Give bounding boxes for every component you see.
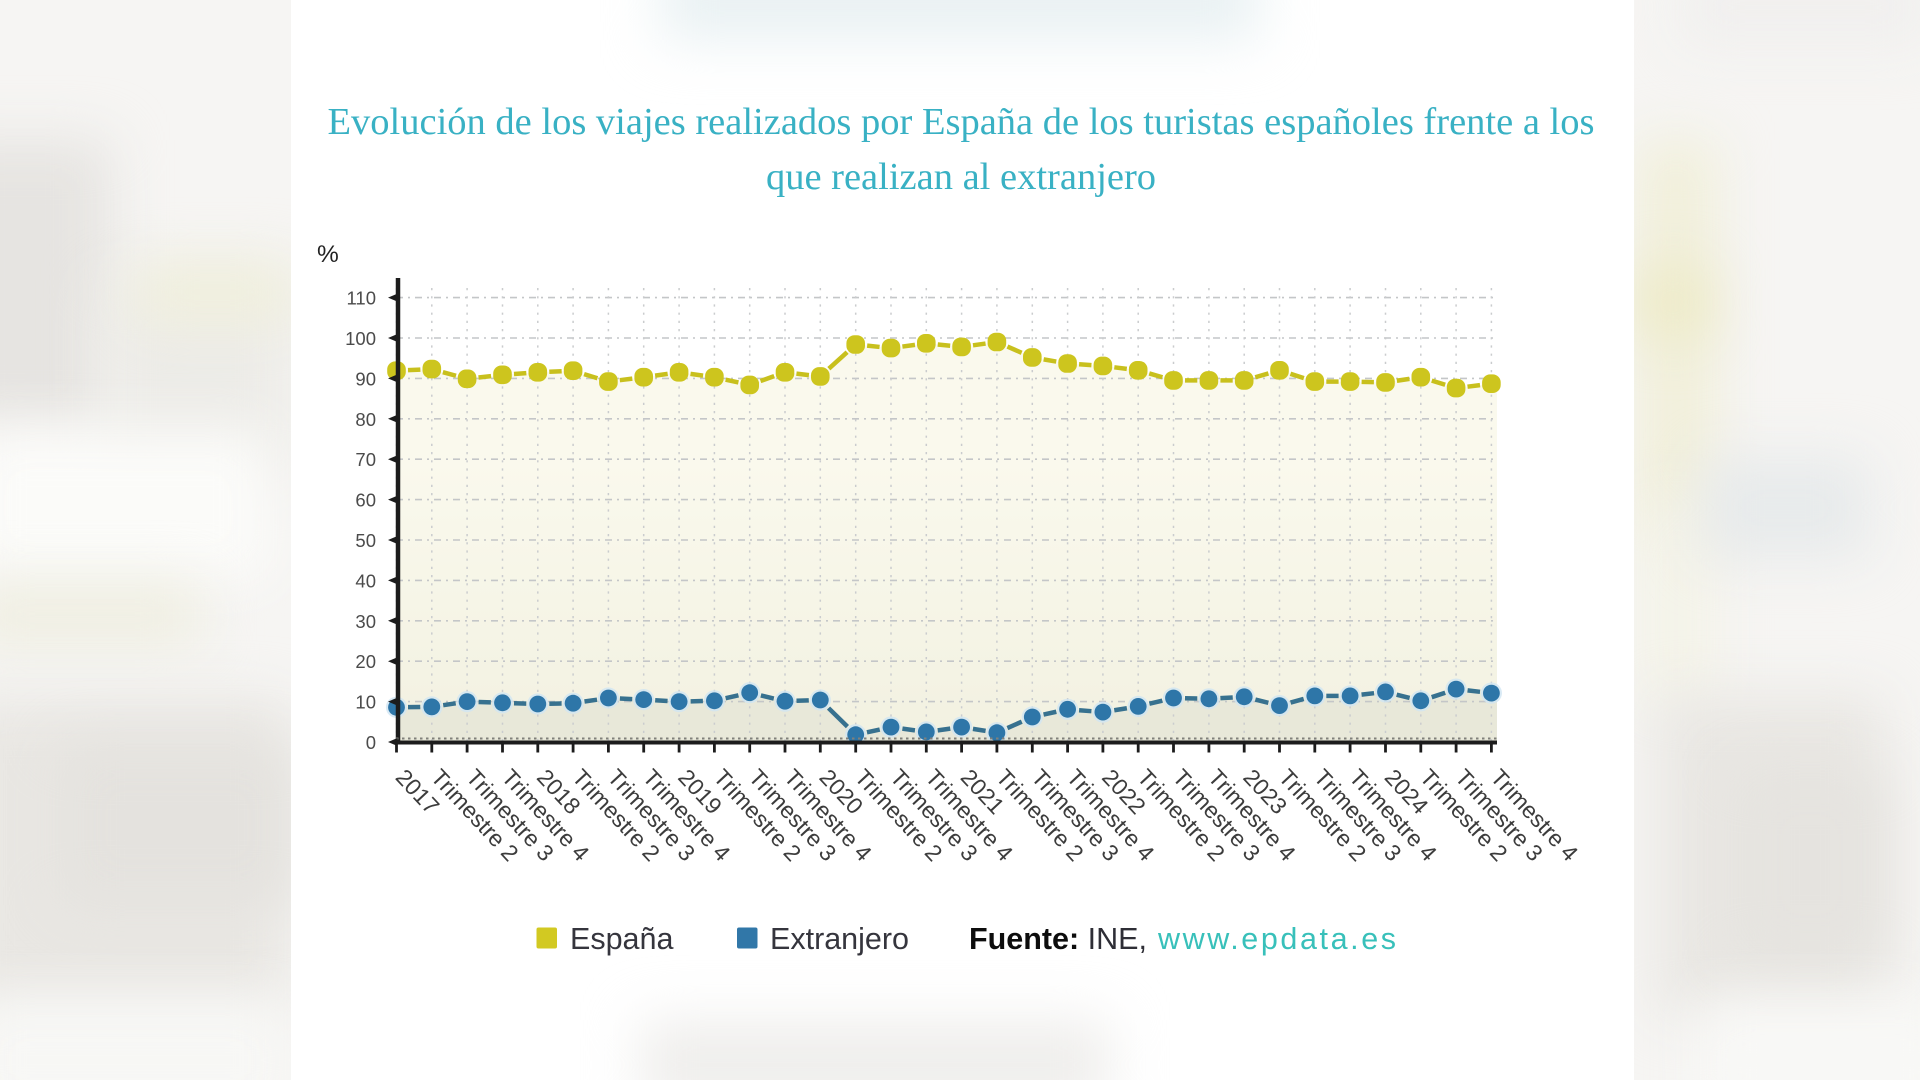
svg-text:Fuente: INE, www.epdata.es: Fuente: INE, www.epdata.es	[969, 922, 1399, 956]
svg-text:20: 20	[355, 651, 376, 672]
svg-text:70: 70	[355, 449, 376, 470]
svg-text:110: 110	[347, 288, 377, 309]
svg-text:30: 30	[355, 611, 376, 632]
svg-text:Extranjero: Extranjero	[770, 922, 909, 956]
svg-text:%: %	[317, 241, 339, 268]
svg-text:10: 10	[355, 692, 376, 713]
svg-text:40: 40	[355, 570, 376, 591]
svg-text:Evolución de los viajes realiz: Evolución de los viajes realizados por E…	[328, 101, 1595, 143]
svg-text:60: 60	[355, 490, 376, 511]
svg-text:50: 50	[355, 530, 376, 551]
svg-text:90: 90	[355, 368, 376, 389]
svg-text:0: 0	[366, 732, 376, 753]
svg-text:100: 100	[345, 328, 376, 349]
svg-text:España: España	[570, 922, 673, 956]
svg-text:que realizan al extranjero: que realizan al extranjero	[766, 156, 1156, 198]
svg-text:80: 80	[355, 409, 376, 430]
